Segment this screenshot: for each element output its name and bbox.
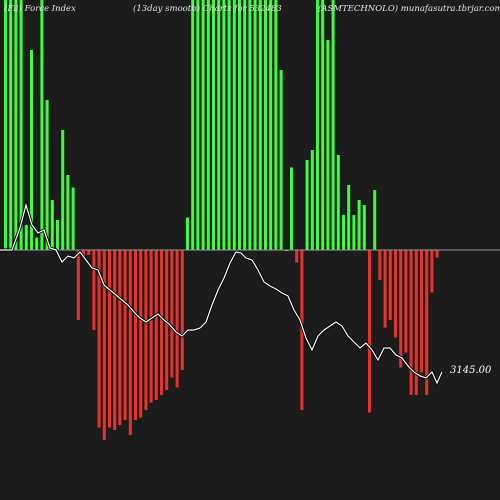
force-bar: [378, 250, 382, 280]
force-bar: [56, 220, 59, 250]
force-bar: [232, 0, 236, 250]
force-bar: [295, 250, 299, 263]
force-bar: [404, 250, 408, 353]
force-bar: [310, 150, 314, 250]
force-bar: [368, 250, 371, 413]
force-bar: [45, 100, 49, 250]
force-bar: [180, 250, 184, 370]
header-left: (Fii) Force Index: [4, 3, 76, 14]
force-bar: [274, 0, 278, 250]
force-bar: [191, 0, 195, 250]
force-bar: [128, 250, 132, 435]
force-bar: [342, 215, 345, 250]
force-bar: [394, 250, 397, 338]
force-bar: [248, 0, 252, 250]
force-bar: [87, 250, 91, 255]
force-bar: [82, 250, 85, 258]
force-bar: [316, 0, 319, 250]
force-bar: [362, 205, 366, 250]
force-bar: [238, 0, 241, 250]
force-bar: [279, 70, 283, 250]
force-bar: [4, 0, 7, 250]
force-bar: [425, 250, 429, 395]
force-bar: [40, 0, 44, 250]
force-bar: [336, 155, 340, 250]
force-bar: [326, 40, 330, 250]
force-bar: [373, 190, 377, 250]
force-bar: [206, 0, 210, 250]
force-bar: [420, 250, 423, 373]
force-bar: [134, 250, 137, 420]
force-bar: [269, 0, 273, 250]
price-line: [0, 202, 443, 385]
force-bar: [19, 0, 23, 250]
force-bar: [264, 0, 267, 250]
force-bar: [170, 250, 174, 378]
header-middle: (13day smooth) Charts for 532483: [133, 3, 282, 14]
force-bar: [71, 187, 75, 250]
force-bar: [186, 217, 189, 250]
force-bar: [222, 0, 226, 250]
force-bar: [102, 250, 106, 440]
force-bar: [97, 250, 101, 428]
force-bar: [149, 250, 153, 403]
force-bar: [321, 0, 325, 250]
force-bar: [118, 250, 122, 425]
force-bar: [123, 250, 127, 420]
force-bar: [331, 0, 335, 250]
force-bar: [66, 175, 70, 250]
force-bar: [253, 0, 257, 250]
force-bar: [258, 0, 262, 250]
force-bar: [154, 250, 158, 400]
force-bar: [76, 250, 80, 320]
force-bar: [35, 237, 39, 250]
force-bar: [50, 200, 54, 250]
force-bar: [160, 250, 163, 395]
force-bar: [9, 0, 13, 250]
force-bar: [212, 0, 215, 250]
force-bar: [352, 215, 356, 250]
force-bar: [201, 0, 205, 250]
force-bar: [196, 0, 200, 250]
force-bar: [399, 250, 403, 368]
header-right: (ASMTECHNOLO) munafasutra.tbrjar.com: [318, 3, 500, 14]
force-bar: [383, 250, 387, 328]
force-bar: [227, 0, 231, 250]
force-bar: [430, 250, 434, 293]
force-bar: [139, 250, 143, 418]
force-bar: [217, 0, 221, 250]
force-bar: [30, 50, 33, 250]
force-bar: [92, 250, 96, 330]
price-label: 3145.00: [450, 365, 492, 376]
force-bar: [175, 250, 179, 388]
force-bar: [144, 250, 148, 410]
force-bar: [435, 250, 439, 258]
force-bar: [165, 250, 169, 390]
bars-group: [4, 0, 439, 440]
force-bar: [347, 185, 351, 250]
force-bar: [243, 0, 247, 250]
force-bar: [414, 250, 418, 395]
force-bar: [14, 0, 18, 250]
force-bar: [61, 130, 65, 250]
force-bar: [357, 200, 361, 250]
force-bar: [108, 250, 111, 428]
force-bar: [113, 250, 117, 430]
force-bar: [388, 250, 392, 320]
force-bar: [409, 250, 413, 395]
force-bar: [24, 225, 28, 250]
force-bar: [290, 167, 293, 250]
force-bar: [305, 160, 309, 250]
